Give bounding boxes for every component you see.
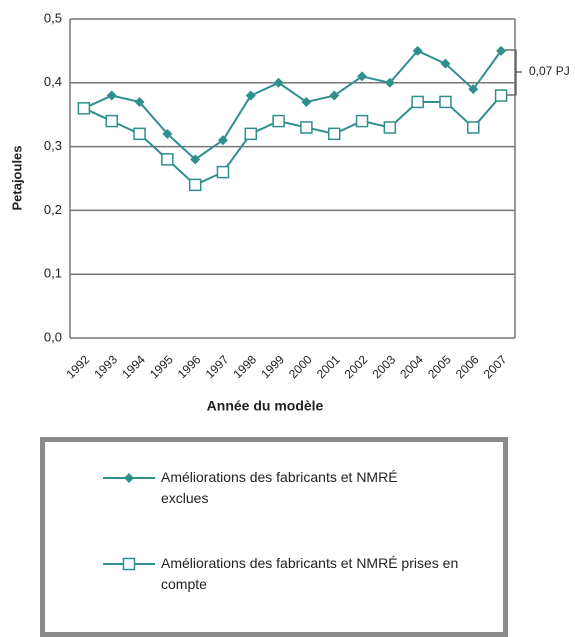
legend-item: Améliorations des fabricants et NMRÉ exc…	[101, 467, 406, 509]
point	[496, 45, 507, 56]
legend-item: Améliorations des fabricants et NMRÉ pri…	[101, 553, 461, 595]
x-tick-label: 2004	[397, 352, 426, 381]
y-axis-label: Petajoules	[9, 145, 24, 210]
y-tick-label: 0,4	[44, 74, 62, 89]
x-tick-label: 1997	[203, 352, 232, 381]
point	[245, 90, 256, 101]
point	[357, 71, 368, 82]
point	[217, 135, 228, 146]
series-line	[83, 94, 502, 187]
legend: Améliorations des fabricants et NMRÉ exc…	[40, 437, 508, 637]
point	[467, 121, 480, 134]
x-tick-label: 1995	[147, 352, 176, 381]
point	[190, 154, 201, 165]
point	[301, 96, 312, 107]
point	[411, 95, 424, 109]
y-tick-label: 0,3	[44, 138, 62, 153]
y-tick-label: 0,2	[44, 202, 62, 217]
y-tick-label: 0,1	[44, 266, 62, 281]
x-tick-label: 2000	[286, 352, 315, 381]
point	[106, 90, 117, 101]
y-tick-label: 0,5	[44, 10, 62, 25]
point	[188, 178, 202, 192]
x-tick-label: 1996	[175, 352, 204, 381]
x-tick-label: 2001	[314, 352, 343, 381]
point	[494, 89, 508, 102]
point	[273, 77, 284, 88]
point	[329, 90, 340, 101]
x-tick-label: 1992	[63, 352, 92, 381]
y-tick-label: 0,0	[44, 329, 62, 344]
x-tick-label: 2007	[481, 352, 510, 381]
point	[134, 96, 145, 107]
chart: Année du modèle Petajoules 0,07 PJ 0,0 0,…	[9, 10, 570, 414]
legend-swatch	[103, 557, 155, 571]
x-tick-label: 2005	[425, 352, 454, 381]
point	[412, 45, 423, 56]
x-tick-label: 1998	[230, 352, 259, 381]
point	[440, 58, 451, 69]
bracket	[505, 49, 522, 96]
series-line	[83, 49, 502, 161]
point	[216, 165, 230, 179]
legend-label: Améliorations des fabricants et NMRÉ exc…	[161, 469, 398, 506]
point	[272, 114, 285, 128]
point	[133, 127, 146, 141]
x-tick-label: 1993	[91, 352, 120, 381]
point	[161, 153, 174, 166]
point	[77, 102, 91, 115]
x-axis-label: Année du modèle	[207, 398, 324, 414]
point	[355, 114, 369, 128]
point	[105, 114, 118, 128]
point	[384, 77, 395, 88]
legend-swatch	[103, 473, 155, 483]
x-tick-label: 1994	[119, 352, 148, 381]
x-tick-label: 2002	[342, 352, 371, 381]
point	[300, 121, 313, 134]
x-tick-label: 2006	[453, 352, 482, 381]
legend-label: Améliorations des fabricants et NMRÉ pri…	[161, 555, 459, 592]
point	[468, 84, 479, 95]
point	[244, 127, 258, 141]
point	[439, 95, 452, 109]
x-tick-label: 2003	[369, 352, 398, 381]
annotation: 0,07 PJ	[529, 64, 570, 78]
point	[162, 128, 173, 139]
x-tick-label: 1999	[258, 352, 287, 381]
point	[327, 127, 341, 141]
point	[383, 121, 397, 134]
